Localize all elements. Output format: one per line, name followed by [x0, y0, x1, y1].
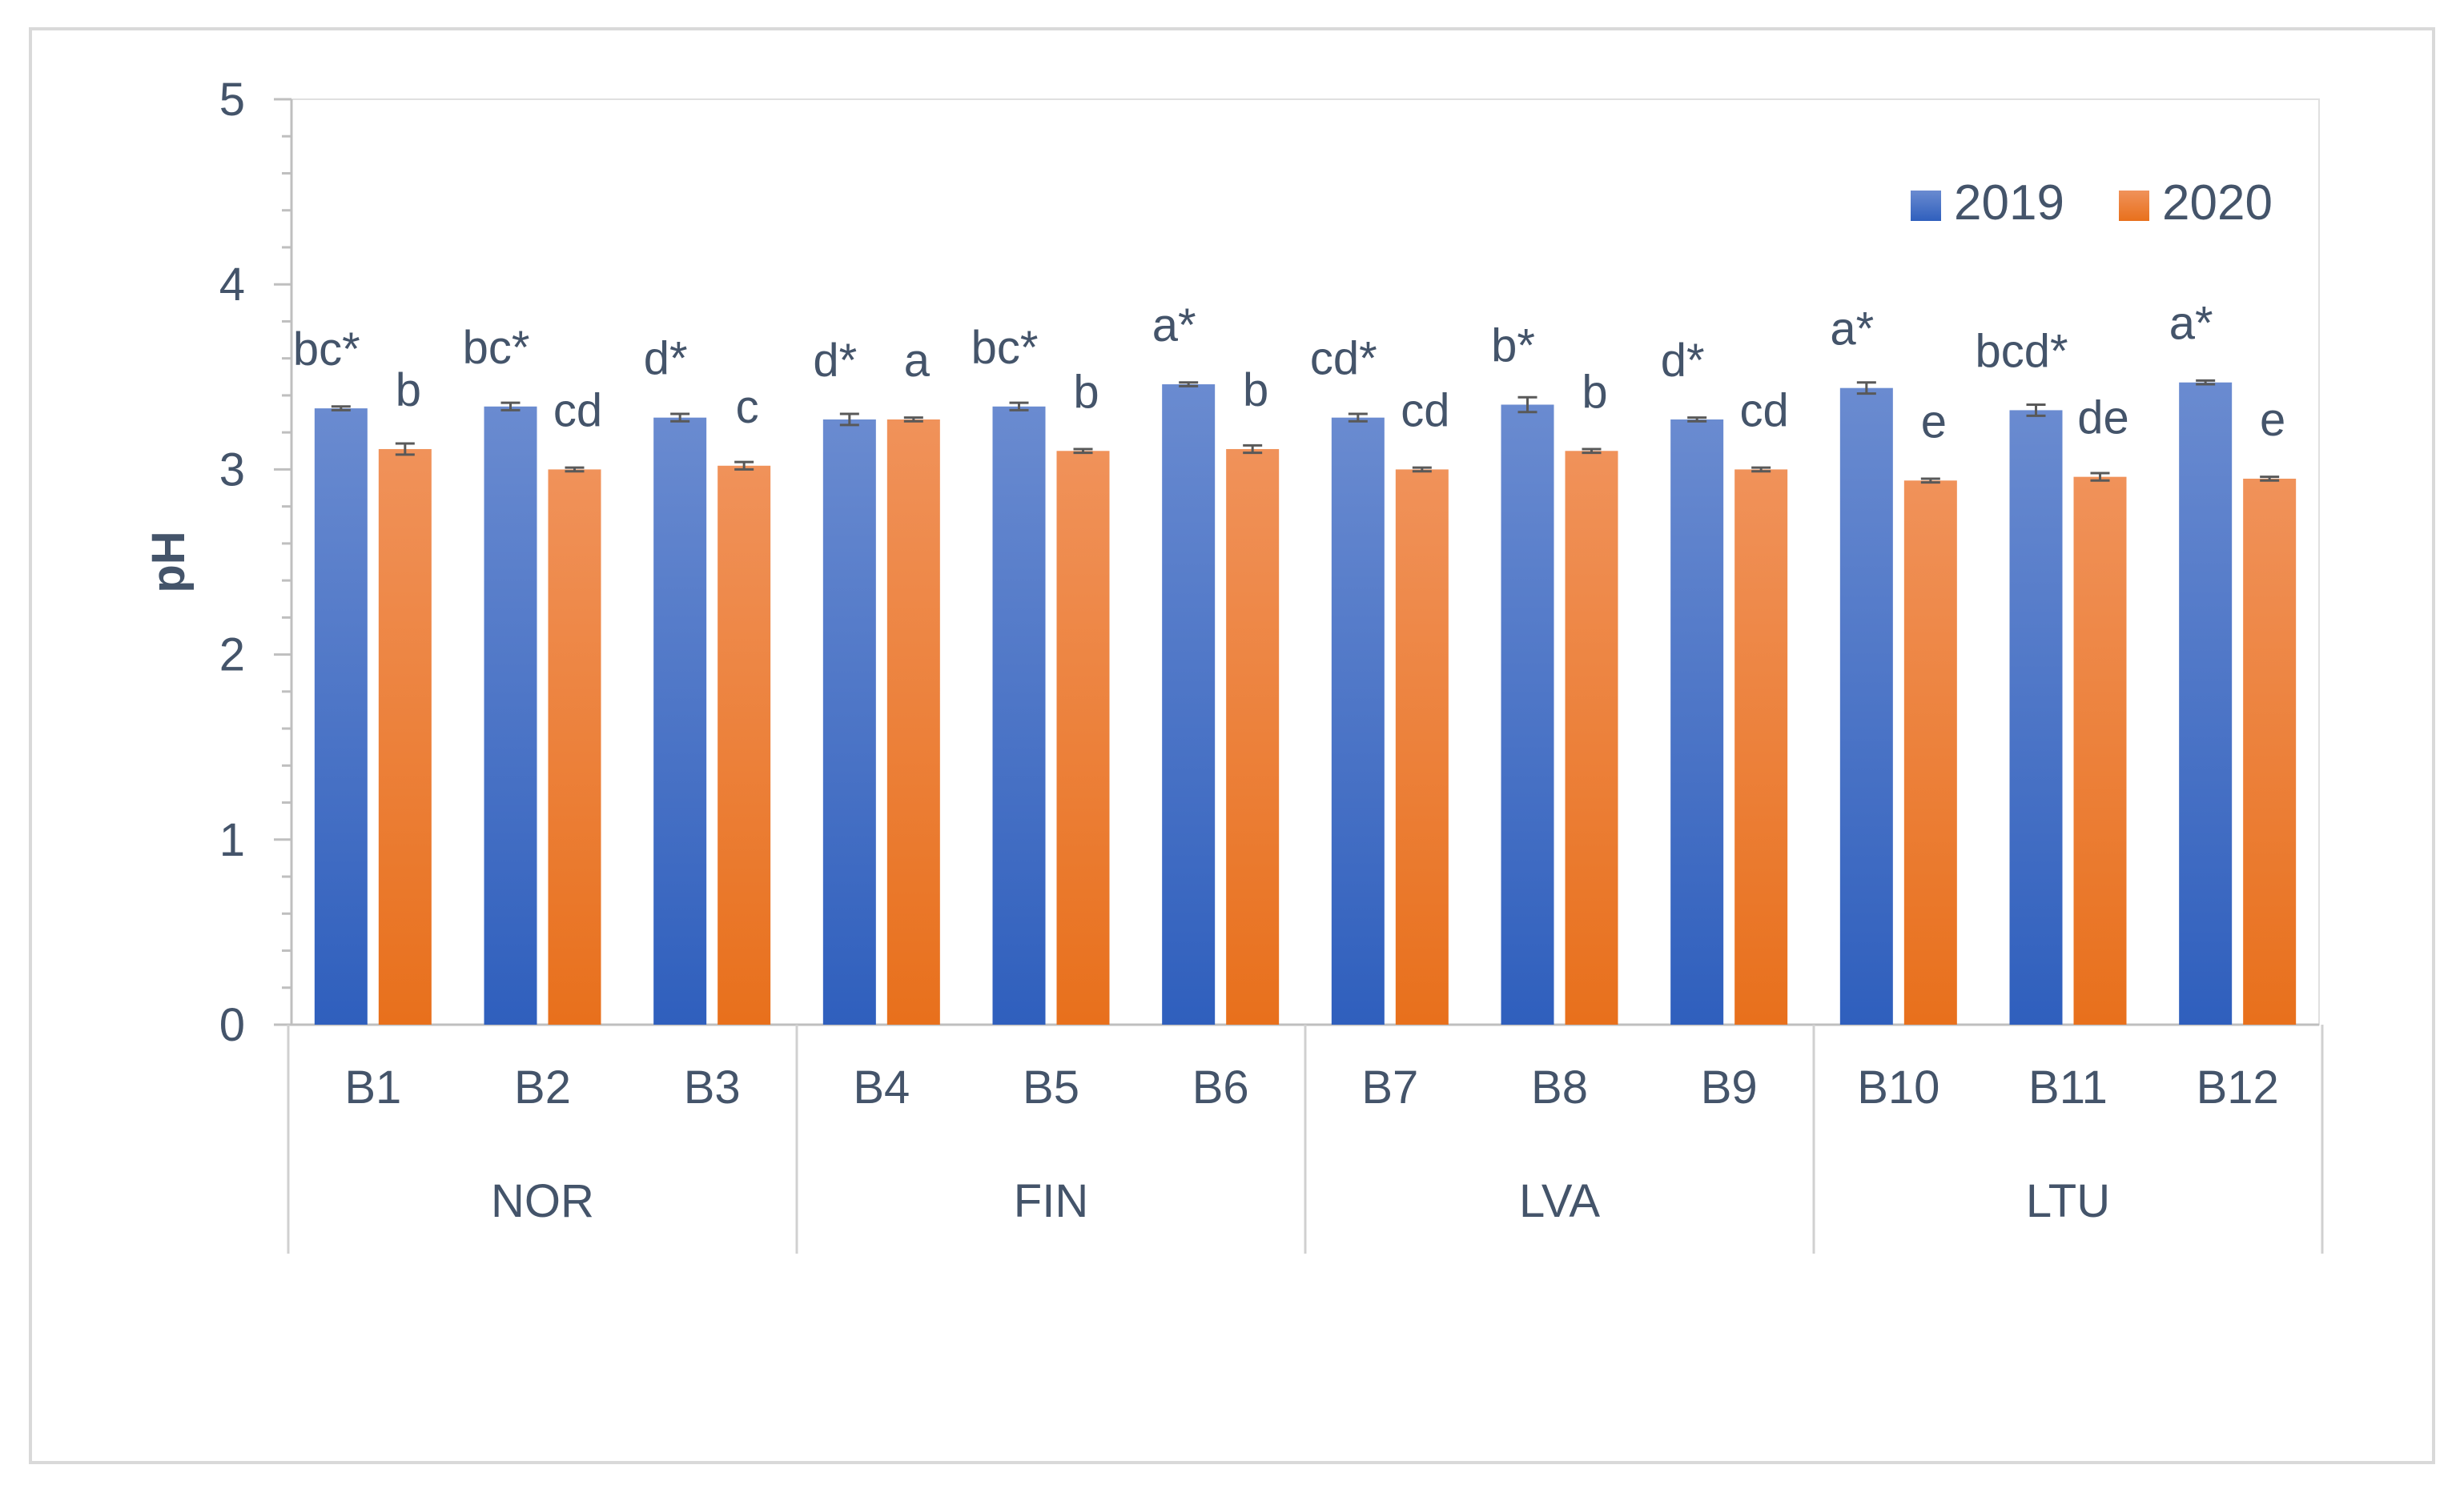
legend-swatch-2019 — [1911, 191, 1941, 221]
x-tick-label: B2 — [514, 1062, 571, 1114]
y-tick-label: 1 — [219, 814, 245, 866]
bar-2020-B12 — [2243, 478, 2297, 1025]
bar-2020-B4 — [886, 419, 940, 1025]
x-axis: B1 B2 B3 B4 B5 B6 B7 B8 B9 B10 B11 B12 NOR FIN LVA LTU — [287, 1023, 2324, 1254]
x-group-label: LTU — [2026, 1175, 2110, 1227]
data-label: c — [736, 381, 759, 433]
x-group-label: FIN — [1014, 1175, 1088, 1227]
data-label: b — [396, 364, 421, 416]
bar-2019-B2 — [484, 406, 537, 1025]
bar-2020-B6 — [1226, 448, 1280, 1025]
legend-label: 2020 — [2162, 175, 2273, 231]
data-label: a* — [1152, 299, 1196, 351]
y-tick-label: 5 — [219, 74, 245, 126]
data-label: bc* — [971, 322, 1039, 374]
data-label: a* — [1830, 303, 1874, 355]
legend-label: 2019 — [1954, 175, 2064, 231]
bar-2019-B5 — [992, 406, 1046, 1025]
data-label: cd* — [1310, 333, 1377, 385]
data-label: bc* — [463, 322, 530, 374]
bar-2019-B6 — [1162, 384, 1216, 1025]
bar-2020-B7 — [1395, 469, 1449, 1025]
bar-2020-B8 — [1565, 451, 1618, 1025]
bar-2019-B9 — [1670, 419, 1724, 1025]
data-label: cd — [1740, 384, 1789, 436]
bar-2019-B7 — [1331, 417, 1385, 1025]
bar-2020-B11 — [2073, 476, 2127, 1025]
data-label: a — [904, 335, 931, 387]
x-tick-label: B4 — [853, 1062, 910, 1114]
bar-2019-B1 — [314, 408, 368, 1025]
y-tick-label: 0 — [219, 999, 245, 1051]
data-label: cd — [1401, 384, 1449, 436]
chart-svg: 0 1 2 3 4 5 pH B1 B2 B3 B4 B5 B6 B7 B8 B9 B10 B11 B12 NOR F… — [143, 74, 2324, 1254]
x-tick-label: B6 — [1192, 1062, 1249, 1114]
bar-2019-B4 — [822, 419, 876, 1025]
bar-2019-B3 — [653, 417, 707, 1025]
data-label: bcd* — [1975, 325, 2068, 377]
bar-2019-B10 — [1839, 387, 1893, 1025]
legend-swatch-2020 — [2119, 191, 2149, 221]
x-tick-label: B12 — [2197, 1062, 2279, 1114]
y-tick-label: 2 — [219, 629, 245, 681]
data-label: d* — [1661, 335, 1705, 387]
data-label: b — [1073, 366, 1099, 418]
x-tick-label: B10 — [1857, 1062, 1939, 1114]
bar-2020-B2 — [548, 469, 601, 1025]
bar-2019-B8 — [1501, 404, 1554, 1025]
data-label: e — [1921, 395, 1947, 447]
data-label: b* — [1491, 319, 1535, 371]
data-label: bc* — [293, 323, 360, 375]
x-tick-label: B7 — [1361, 1062, 1418, 1114]
bar-2019-B12 — [2179, 382, 2233, 1025]
x-tick-label: B3 — [684, 1062, 741, 1114]
data-label: e — [2260, 394, 2285, 446]
data-label: a* — [2169, 298, 2213, 350]
chart-frame: 0 1 2 3 4 5 pH B1 B2 B3 B4 B5 B6 B7 B8 B9 B10 B11 B12 NOR F… — [29, 27, 2435, 1464]
x-group-label: NOR — [491, 1175, 594, 1227]
bar-2020-B1 — [378, 448, 432, 1025]
bar-2019-B11 — [2009, 410, 2063, 1025]
bar-2020-B10 — [1903, 480, 1957, 1025]
x-tick-label: B5 — [1023, 1062, 1079, 1114]
bars: bc* bc* d* d* bc* a* cd* b* d* a* bcd* a* b cd c a b b cd b… — [293, 298, 2297, 1025]
x-tick-label: B1 — [344, 1062, 401, 1114]
x-tick-label: B8 — [1531, 1062, 1588, 1114]
y-tick-label: 4 — [219, 259, 245, 311]
data-label: b — [1582, 366, 1607, 418]
legend: 2019 2020 — [1911, 175, 2273, 231]
bar-2020-B3 — [717, 465, 771, 1025]
x-tick-label: B9 — [1701, 1062, 1758, 1114]
data-label: d* — [813, 335, 857, 387]
y-axis: 0 1 2 3 4 5 pH — [143, 74, 293, 1051]
x-tick-label: B11 — [2028, 1062, 2108, 1114]
data-label: b — [1243, 364, 1268, 416]
data-label: d* — [644, 333, 688, 385]
bar-2020-B9 — [1734, 469, 1788, 1025]
data-label: de — [2077, 392, 2129, 444]
bar-2020-B5 — [1056, 451, 1110, 1025]
y-tick-label: 3 — [219, 443, 245, 496]
x-group-label: LVA — [1519, 1175, 1600, 1227]
y-axis-title: pH — [143, 531, 195, 592]
data-label: cd — [553, 384, 602, 436]
